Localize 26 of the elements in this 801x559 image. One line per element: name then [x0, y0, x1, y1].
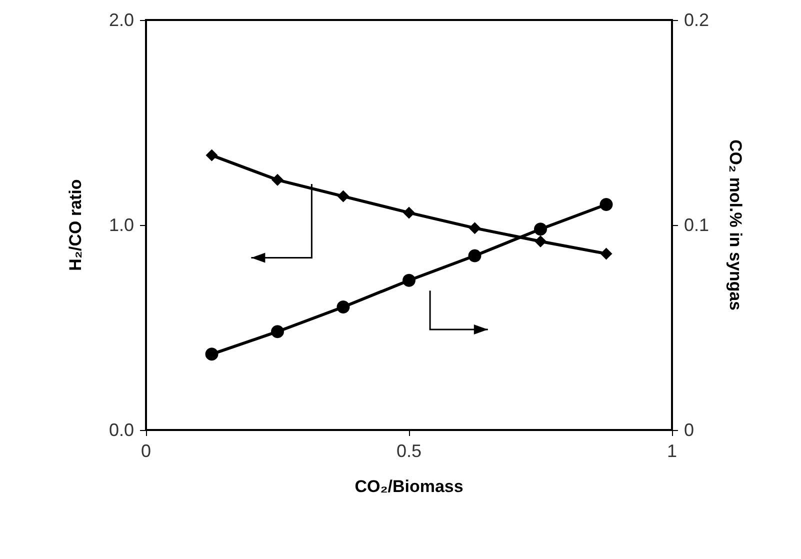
y-tick-label: 2.0	[108, 10, 134, 30]
point	[468, 249, 482, 262]
y-axis-title: H₂/CO ratio	[66, 179, 85, 271]
point	[534, 235, 546, 248]
point	[600, 248, 612, 260]
x-tick-label: 0	[140, 441, 152, 461]
point	[403, 206, 415, 219]
y2-tick-label: 0.1	[684, 215, 710, 235]
x-tick-label: 0.5	[396, 441, 422, 461]
y2-tick-label: 0	[684, 420, 694, 440]
point	[206, 149, 218, 162]
point	[534, 222, 547, 236]
y2-tick-label: 0.2	[684, 10, 710, 30]
y-tick-label: 1.0	[108, 215, 134, 235]
point	[600, 198, 613, 211]
x-tick-label: 1	[666, 441, 678, 461]
point	[272, 174, 284, 186]
point	[205, 348, 218, 361]
point	[336, 300, 350, 314]
point	[468, 222, 481, 234]
point	[271, 325, 284, 338]
point	[402, 274, 416, 287]
y-tick-label: 0.0	[108, 420, 134, 440]
point	[337, 190, 350, 202]
x-axis-title: CO₂/Biomass	[354, 477, 464, 496]
y2-axis-title: CO₂ mol.% in syngas	[726, 140, 745, 310]
